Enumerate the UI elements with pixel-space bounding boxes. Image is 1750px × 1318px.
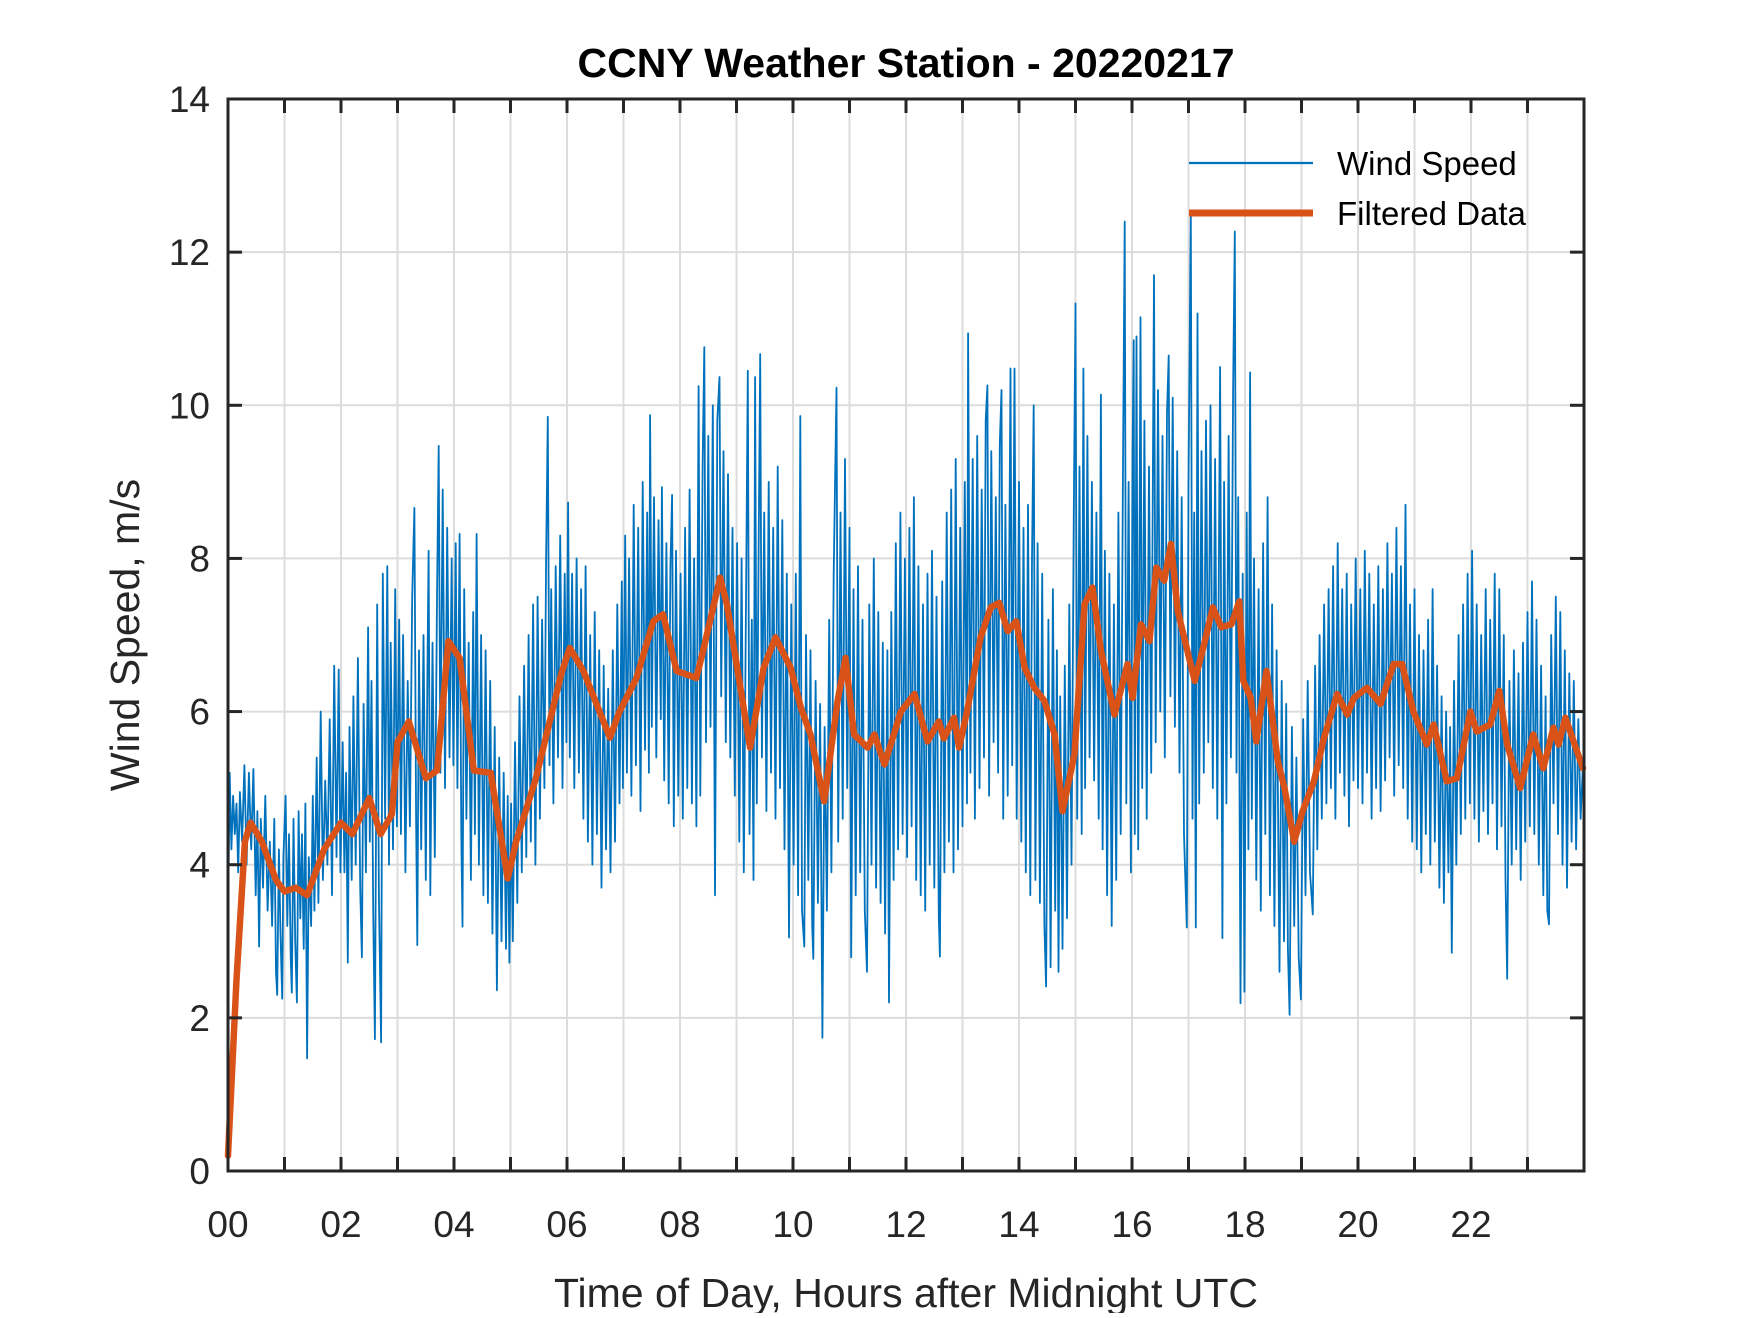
y-tick-label: 14: [169, 79, 210, 120]
filtered-data-line: [224, 540, 1587, 1159]
x-tick-label: 04: [433, 1204, 474, 1245]
x-tick-label: 18: [1224, 1204, 1265, 1245]
legend-label-wind-speed: Wind Speed: [1337, 145, 1517, 182]
x-tick-label: 14: [998, 1204, 1039, 1245]
x-tick-labels: 00 02 04 06 08 10 12 14 16 18 20 22: [207, 1204, 1491, 1245]
y-tick-label: 12: [169, 232, 210, 273]
x-axis-label: Time of Day, Hours after Midnight UTC: [554, 1270, 1258, 1313]
y-tick-label: 4: [189, 845, 210, 886]
y-tick-labels: 0 2 4 6 8 10 12 14: [169, 79, 210, 1192]
x-tick-label: 20: [1337, 1204, 1378, 1245]
wind-speed-line: [227, 213, 1584, 1060]
x-tick-label: 06: [546, 1204, 587, 1245]
y-tick-label: 0: [189, 1151, 210, 1192]
legend[interactable]: Wind Speed Filtered Data: [1189, 145, 1527, 232]
plot-series: [224, 213, 1587, 1159]
y-tick-label: 2: [189, 998, 210, 1039]
x-tick-label: 00: [207, 1204, 248, 1245]
legend-item-wind-speed[interactable]: Wind Speed: [1189, 145, 1517, 182]
axes-box: [226, 97, 1586, 1173]
chart-title: CCNY Weather Station - 20220217: [577, 40, 1234, 86]
x-tick-label: 16: [1111, 1204, 1152, 1245]
legend-label-filtered-data: Filtered Data: [1337, 195, 1527, 232]
x-tick-label: 08: [659, 1204, 700, 1245]
y-tick-label: 10: [169, 385, 210, 426]
legend-item-filtered-data[interactable]: Filtered Data: [1189, 195, 1527, 232]
y-tick-label: 6: [189, 692, 210, 733]
x-tick-label: 02: [320, 1204, 361, 1245]
y-axis-label: Wind Speed, m/s: [102, 479, 148, 791]
x-tick-label: 22: [1450, 1204, 1491, 1245]
x-tick-label: 12: [885, 1204, 926, 1245]
x-tick-label: 10: [772, 1204, 813, 1245]
y-tick-label: 8: [189, 538, 210, 579]
